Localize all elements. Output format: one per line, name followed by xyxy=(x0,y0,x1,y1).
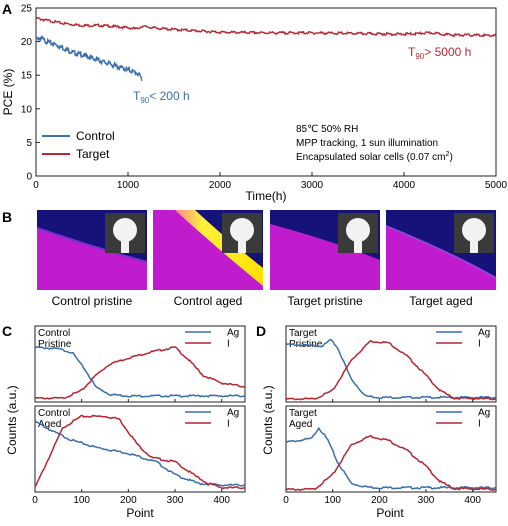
panel-a-xlabel: Time(h) xyxy=(246,189,287,203)
panel-a-ytick-label: 5 xyxy=(26,138,32,149)
panel-a-frame xyxy=(35,7,497,177)
annotation-condition-1: 85℃ 50% RH xyxy=(296,124,358,135)
panel-a-xtick-label: 4000 xyxy=(393,180,416,191)
series-ag-line xyxy=(285,338,497,400)
chart-D-pristine-frame xyxy=(285,325,497,403)
xtick-label: 100 xyxy=(73,495,90,506)
panel-a-ytick-label: 15 xyxy=(21,71,33,82)
legend-i-label: I xyxy=(478,339,481,350)
series-ag-line xyxy=(34,420,246,487)
chart-C-aged-label: Control xyxy=(38,408,70,419)
xtick-label: 300 xyxy=(418,495,435,506)
legend-ag-label: Ag xyxy=(227,328,239,339)
xtick-label: 100 xyxy=(324,495,341,506)
panel-c-xlabel: Point xyxy=(126,506,154,520)
panel-a-ytick-label: 10 xyxy=(21,104,33,115)
legend-control-label: Control xyxy=(76,129,115,143)
series-control-line xyxy=(35,34,143,81)
chart-D-aged-frame xyxy=(285,405,497,493)
legend-i-label: I xyxy=(227,419,230,430)
panel-label-a: A xyxy=(2,1,12,17)
legend-target-label: Target xyxy=(76,147,110,161)
panel-a-xtick-label: 5000 xyxy=(485,180,508,191)
xtick-label: 300 xyxy=(167,495,184,506)
caption-control-aged: Control aged xyxy=(174,294,243,308)
panel-label-b: B xyxy=(2,209,12,225)
chart-C-pristine-label: Pristine xyxy=(38,339,72,350)
legend-ag-label: Ag xyxy=(227,408,239,419)
panel-a-ytick-label: 20 xyxy=(21,37,33,48)
chart-C-aged-label: Aged xyxy=(38,419,61,430)
image-target-aged xyxy=(385,210,497,290)
panel-a-xtick-label: 0 xyxy=(33,180,39,191)
panel-c-ylabel: Counts (a.u.) xyxy=(5,385,19,454)
panel-d-xlabel: Point xyxy=(376,506,404,520)
xtick-label: 400 xyxy=(464,495,481,506)
legend-i-label: I xyxy=(478,419,481,430)
series-i-line xyxy=(285,434,497,492)
xtick-label: 200 xyxy=(120,495,137,506)
image-target-pristine xyxy=(270,210,380,290)
panel-a-xtick-label: 1000 xyxy=(117,180,140,191)
chart-D-pristine-label: Target xyxy=(289,328,317,339)
image-control-pristine xyxy=(36,210,148,290)
panel-a-xtick-label: 3000 xyxy=(301,180,324,191)
legend-ag-label: Ag xyxy=(478,328,490,339)
annotation-condition-3: Encapsulated solar cells (0.07 cm2) xyxy=(296,151,453,163)
panel-a-ytick-label: 0 xyxy=(26,172,32,183)
panel-a-ytick-label: 25 xyxy=(21,4,33,15)
legend-ag-label: Ag xyxy=(478,408,490,419)
annotation-t90-control: T90< 200 h xyxy=(133,89,190,105)
series-i-line xyxy=(34,346,246,400)
xtick-label: 200 xyxy=(371,495,388,506)
legend-i-label: I xyxy=(227,339,230,350)
xtick-label: 0 xyxy=(32,495,38,506)
chart-D-aged-label: Aged xyxy=(289,419,312,430)
panel-label-d: D xyxy=(256,323,266,339)
panel-a-xtick-label: 2000 xyxy=(209,180,232,191)
panel-a-ylabel: PCE (%) xyxy=(1,69,15,116)
chart-D-aged-label: Target xyxy=(289,408,317,419)
panel-d-ylabel: Counts (a.u.) xyxy=(261,385,275,454)
caption-target-aged: Target aged xyxy=(409,294,472,308)
series-target-line xyxy=(35,16,497,38)
chart-C-aged-frame xyxy=(34,405,246,493)
chart-C-pristine-frame xyxy=(34,325,246,403)
caption-target-pristine: Target pristine xyxy=(287,294,363,308)
xtick-label: 400 xyxy=(213,495,230,506)
panel-label-c: C xyxy=(2,323,12,339)
annotation-condition-2: MPP tracking, 1 sun illumination xyxy=(296,138,438,149)
xtick-label: 0 xyxy=(283,495,289,506)
series-ag-line xyxy=(285,426,497,490)
series-i-line xyxy=(34,414,246,490)
annotation-t90-target: T90> 5000 h xyxy=(408,45,471,61)
caption-control-pristine: Control pristine xyxy=(52,294,133,308)
series-i-line xyxy=(285,339,497,401)
image-control-aged xyxy=(153,210,263,290)
series-ag-line xyxy=(34,345,246,398)
chart-C-pristine-label: Control xyxy=(38,328,70,339)
